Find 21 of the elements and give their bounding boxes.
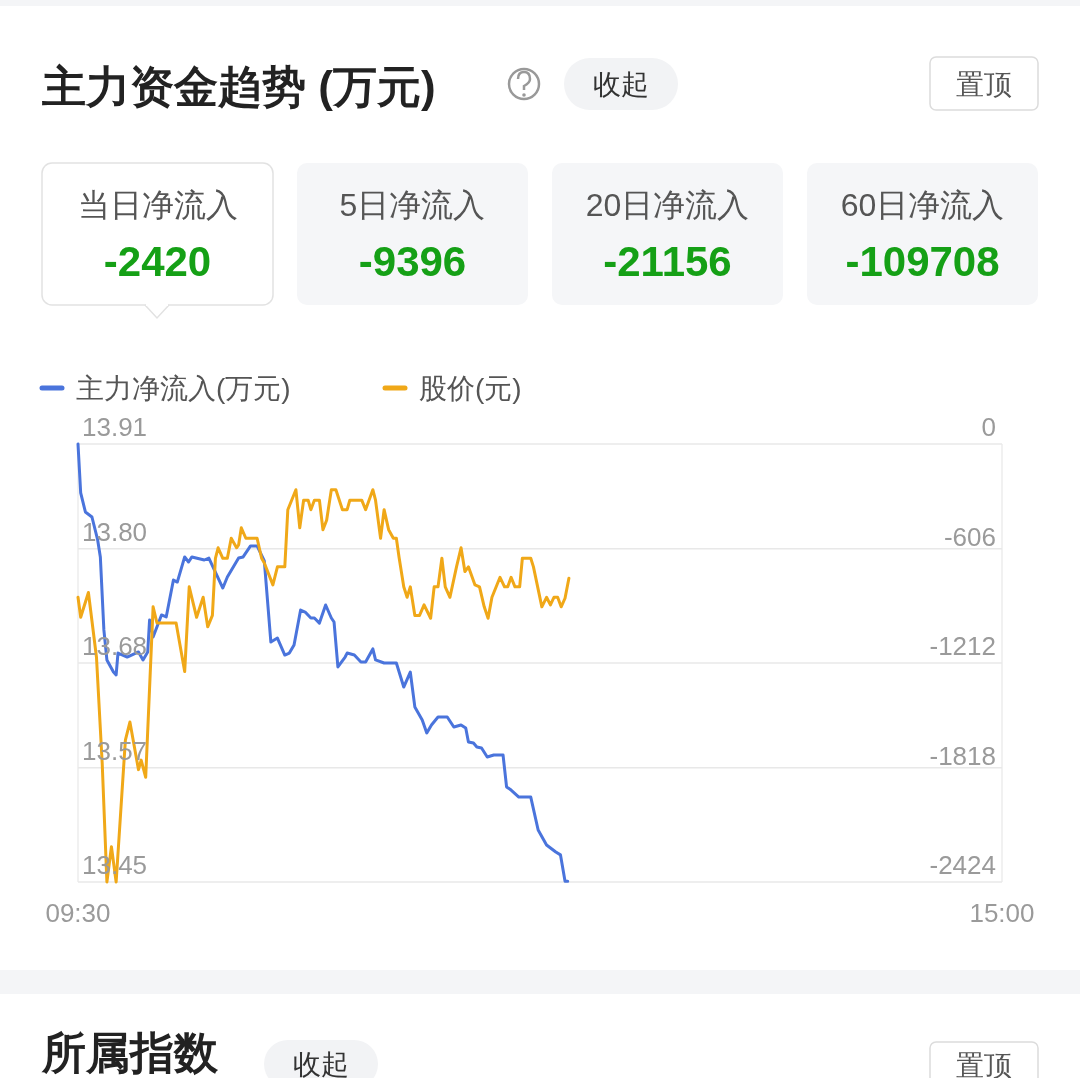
annotation: -9396 [358, 238, 467, 285]
annotation: 20日净流入 [585, 187, 750, 223]
annotation: 收起 [293, 1049, 349, 1078]
y2tick: 0 [981, 412, 996, 442]
annotation: 当日净流入 [77, 187, 238, 223]
ytick: 13.91 [82, 412, 148, 442]
annotation: 所属指数 [42, 1028, 218, 1077]
annotation: 60日净流入 [840, 187, 1005, 223]
annotation: 5日净流入 [339, 187, 486, 223]
annotation: -2420 [103, 238, 212, 285]
annotation: 收起 [593, 69, 649, 100]
annotation: -21156 [603, 238, 732, 285]
xtick: 09:30 [45, 898, 111, 928]
title: 主力资金趋势 (万元) [42, 62, 436, 111]
y2tick: -606 [943, 521, 996, 552]
y2tick: -2424 [929, 850, 996, 880]
y2tick: -1212 [929, 631, 996, 661]
y2tick: -1818 [929, 740, 996, 771]
annotation: 置顶 [956, 68, 1012, 100]
xtick: 15:00 [969, 898, 1035, 928]
annotation: -109708 [845, 238, 1000, 285]
